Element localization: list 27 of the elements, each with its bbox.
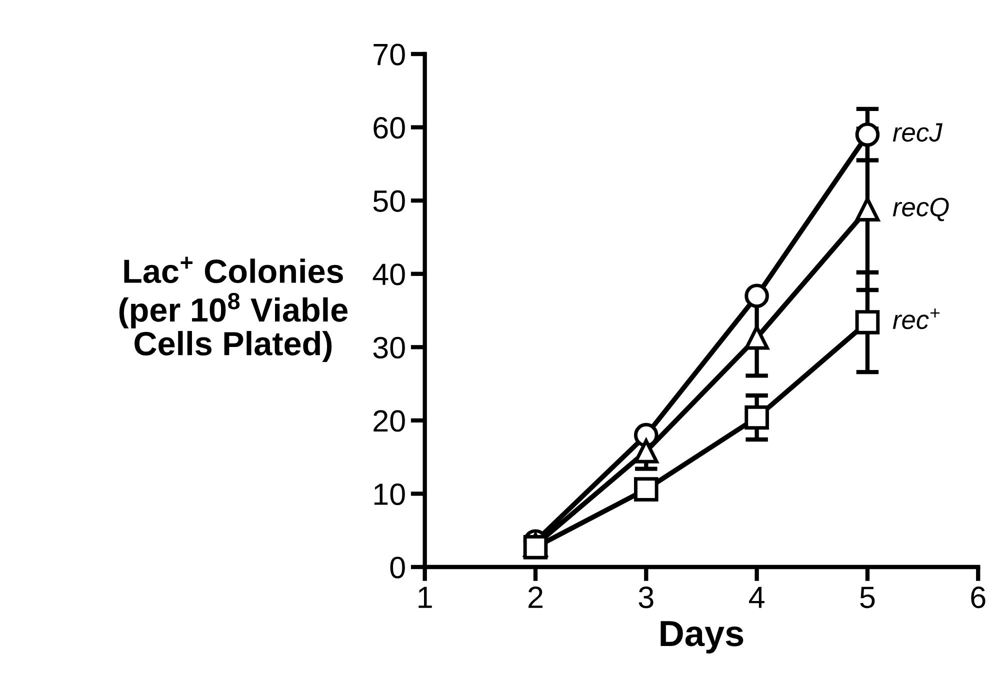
point [744, 284, 769, 308]
y-axis-title: Lac$^{+}$ Colonies (per 10$^{8}$ Viable Cells Plated) [119, 256, 348, 362]
x-tick-label: 4 [749, 586, 764, 608]
series-label: recJ [892, 123, 943, 142]
point [744, 405, 769, 430]
x-tick-label: 2 [528, 586, 542, 608]
point [855, 310, 880, 334]
y-tick-label: 20 [374, 410, 405, 432]
y-tick-label: 10 [374, 483, 405, 506]
y-tick-label: 30 [373, 336, 405, 359]
x-tick-label: 5 [860, 586, 875, 608]
point [855, 122, 880, 147]
y-tick-label: 50 [373, 190, 405, 212]
series-label: recQ [892, 198, 949, 222]
y-tick-label: 60 [374, 117, 405, 139]
y-tick-label: 0 [390, 556, 405, 578]
point [634, 477, 658, 502]
point [523, 535, 548, 560]
x-axis-title: Days [660, 621, 744, 654]
y-tick-label: 40 [372, 264, 405, 286]
series-label: rec$^{+}$ [892, 308, 940, 330]
y-tick-label: 70 [374, 44, 405, 66]
point [744, 325, 769, 350]
point [855, 197, 880, 222]
x-tick-label: 1 [418, 586, 432, 608]
x-tick-label: 3 [638, 586, 654, 608]
x-tick-label: 6 [971, 586, 986, 608]
